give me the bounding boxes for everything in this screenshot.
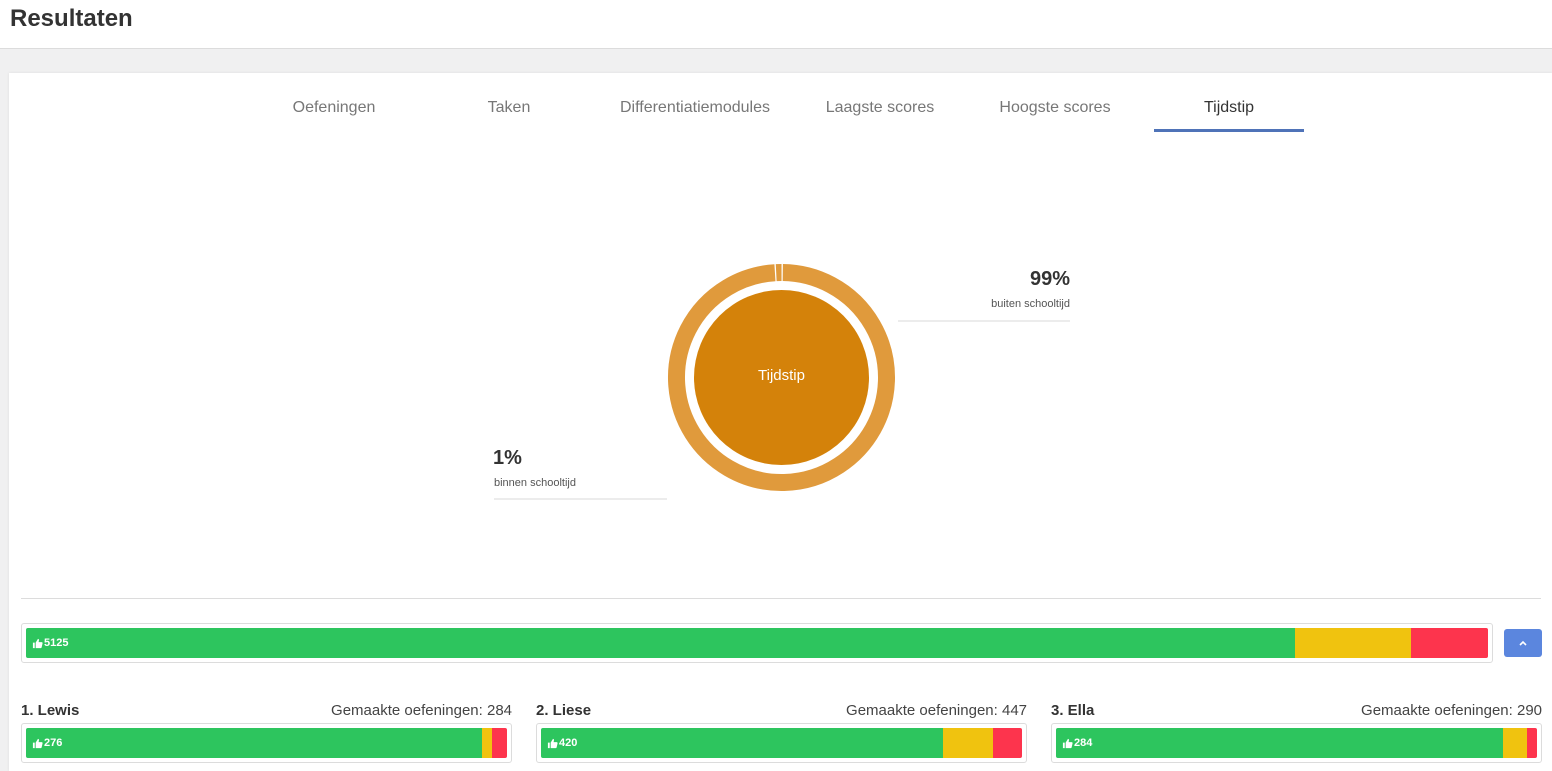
donut-center <box>694 290 869 465</box>
bar-segment-bad <box>992 728 1022 758</box>
student-score-bar: 420 <box>536 723 1027 763</box>
divider <box>21 598 1541 599</box>
tab-laagste-scores[interactable]: Laagste scores <box>825 99 935 116</box>
bar-segment-bad <box>491 728 507 758</box>
tab-hoogste-scores[interactable]: Hoogste scores <box>999 99 1111 116</box>
bar-segment-medium <box>1295 628 1411 658</box>
score-count: 284 <box>1062 728 1092 758</box>
bar-segment-good: 276 <box>26 728 482 758</box>
student-name[interactable]: 1. Lewis <box>21 702 80 719</box>
thumbs-up-icon <box>547 738 558 748</box>
bar-segment-medium <box>1502 728 1528 758</box>
student-name[interactable]: 3. Ella <box>1051 702 1095 719</box>
label-buiten-schooltijd: buiten schooltijd <box>991 298 1070 310</box>
page-title: Resultaten <box>10 5 133 32</box>
student-bar-track: 420 <box>541 728 1022 758</box>
tab-oefeningen[interactable]: Oefeningen <box>292 99 376 116</box>
bar-segment-bad <box>1527 728 1537 758</box>
thumbs-up-icon <box>32 738 43 748</box>
student-score-bar: 276 <box>21 723 512 763</box>
score-count: 420 <box>547 728 577 758</box>
student-bar-track: 276 <box>26 728 507 758</box>
pct-buiten-schooltijd: 99% <box>1029 268 1070 290</box>
collapse-button[interactable] <box>1504 629 1542 657</box>
student-bar-track: 284 <box>1056 728 1537 758</box>
active-tab-indicator <box>1154 129 1304 132</box>
chevron-up-icon <box>1519 640 1527 646</box>
tab-taken[interactable]: Taken <box>487 99 531 116</box>
summary-score-bar: 5125 <box>21 623 1493 663</box>
label-binnen-schooltijd: binnen schooltijd <box>494 477 576 489</box>
score-count: 276 <box>32 728 62 758</box>
student-made-count: Gemaakte oefeningen: 447 <box>846 702 1027 719</box>
bar-segment-good: 420 <box>541 728 944 758</box>
student-made-count: Gemaakte oefeningen: 290 <box>1361 702 1542 719</box>
summary-bar-track: 5125 <box>26 628 1488 658</box>
tab-differentiatiemodules[interactable]: Differentiatiemodules <box>619 99 770 116</box>
thumbs-up-icon <box>1062 738 1073 748</box>
thumbs-up-icon <box>32 638 43 648</box>
donut-slice-buiten <box>668 264 895 491</box>
top-bar: Resultaten <box>0 0 1552 49</box>
bar-segment-good: 5125 <box>26 628 1296 658</box>
pct-binnen-schooltijd: 1% <box>493 447 522 469</box>
bar-segment-medium <box>481 728 492 758</box>
bar-segment-medium <box>943 728 993 758</box>
score-count: 5125 <box>32 628 68 658</box>
bar-segment-bad <box>1410 628 1488 658</box>
student-made-count: Gemaakte oefeningen: 284 <box>331 702 512 719</box>
student-score-bar: 284 <box>1051 723 1542 763</box>
student-name[interactable]: 2. Liese <box>536 702 592 719</box>
donut-center-label: Tijdstip <box>758 367 805 384</box>
tab-tijdstip[interactable]: Tijdstip <box>1203 99 1255 116</box>
bar-segment-good: 284 <box>1056 728 1503 758</box>
